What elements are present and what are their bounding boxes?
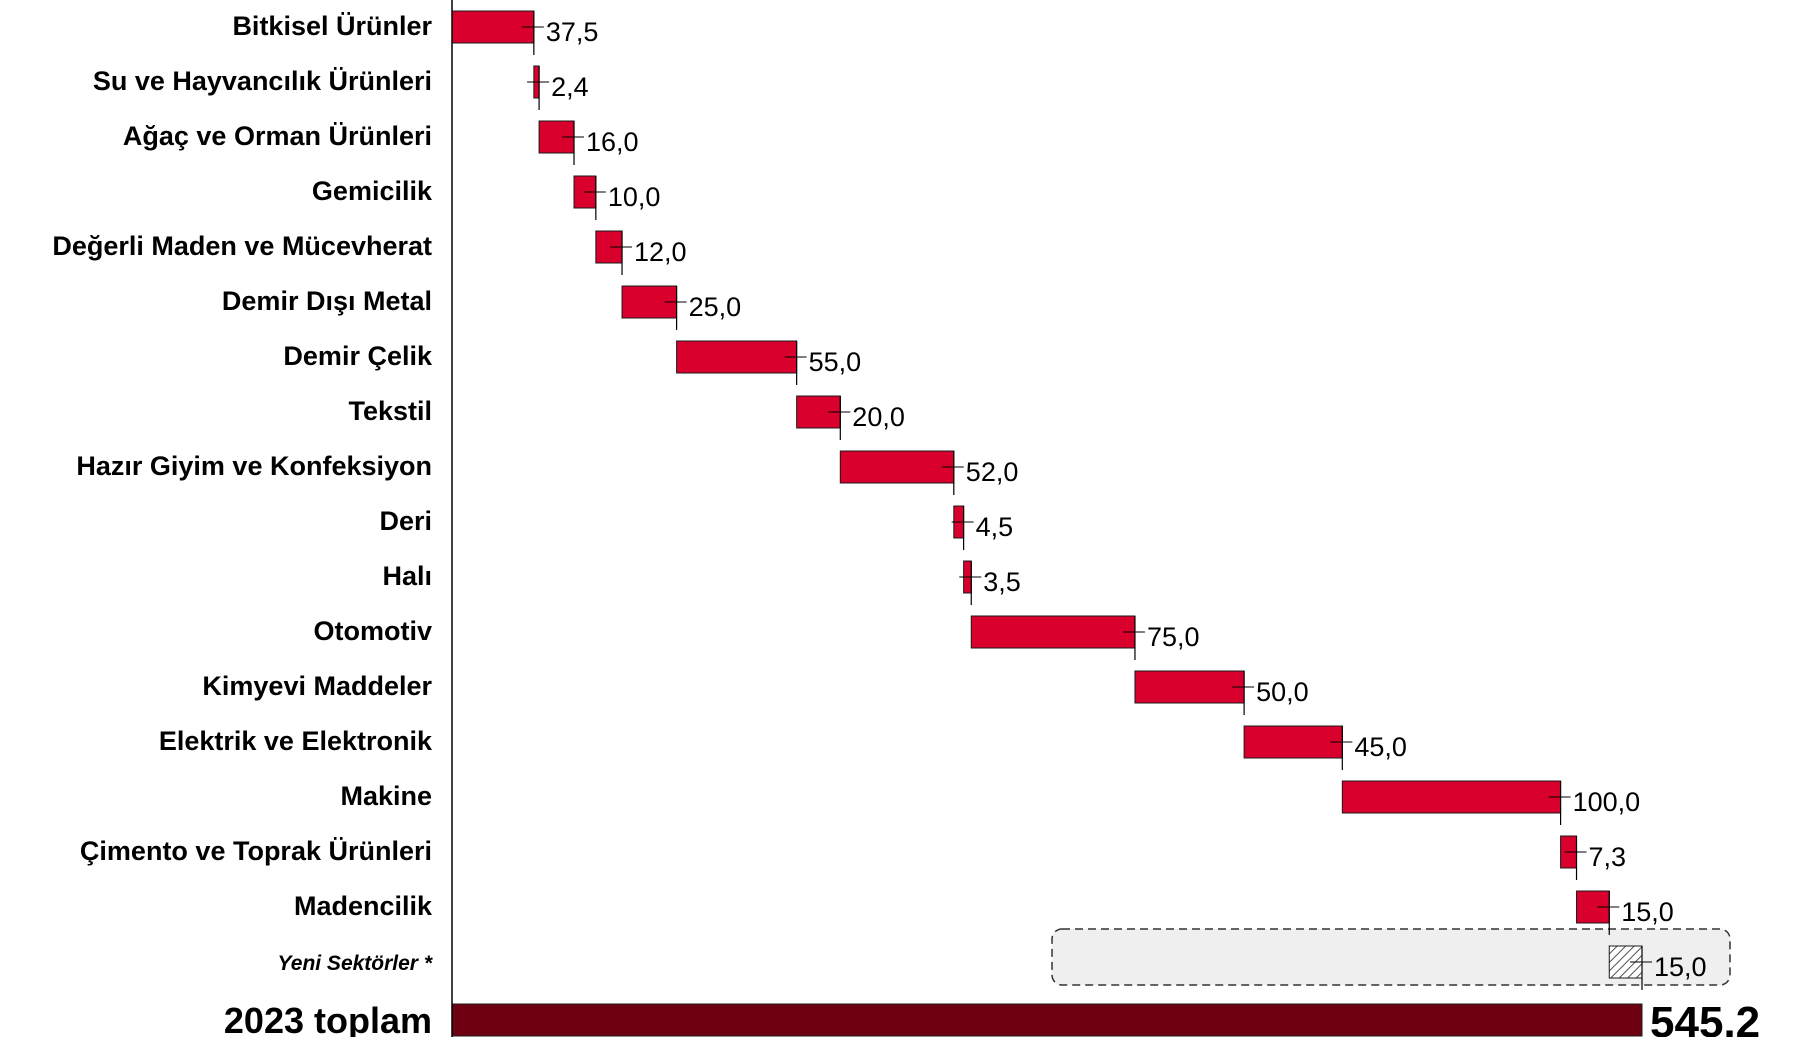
value-label-yeni-sektorler: 15,0 <box>1654 952 1707 982</box>
value-label-degerli-maden-ve-mucevherat: 12,0 <box>634 237 687 267</box>
value-label-bitkisel-urunler: 37,5 <box>546 17 599 47</box>
category-label-cimento-ve-toprak-urunleri: Çimento ve Toprak Ürünleri <box>80 836 432 866</box>
new-sectors-box <box>1051 928 1731 986</box>
value-label-demir-celik: 55,0 <box>809 347 862 377</box>
category-label-makine: Makine <box>340 781 432 811</box>
category-label-hazir-giyim-ve-konfeksiyon: Hazır Giyim ve Konfeksiyon <box>76 451 432 481</box>
value-label-agac-ve-orman-urunleri: 16,0 <box>586 127 639 157</box>
value-label-su-ve-hayvancilik-urunleri: 2,4 <box>551 72 589 102</box>
value-label-gemicilik: 10,0 <box>608 182 661 212</box>
category-label-yeni-sektorler: Yeni Sektörler * <box>278 952 433 975</box>
category-label-demir-disi-metal: Demir Dışı Metal <box>222 286 432 316</box>
category-label-elektrik-ve-elektronik: Elektrik ve Elektronik <box>159 726 433 756</box>
value-label-deri: 4,5 <box>976 512 1014 542</box>
value-label-demir-disi-metal: 25,0 <box>689 292 742 322</box>
value-label-kimyevi-maddeler: 50,0 <box>1256 677 1309 707</box>
category-label-tekstil: Tekstil <box>348 396 432 426</box>
category-label-agac-ve-orman-urunleri: Ağaç ve Orman Ürünleri <box>123 121 432 151</box>
bars-group <box>451 10 1652 1037</box>
bar-otomotiv <box>970 615 1136 649</box>
value-label-elektrik-ve-elektronik: 45,0 <box>1354 732 1407 762</box>
bar-kimyevi-maddeler <box>1134 670 1245 704</box>
value-label-hali: 3,5 <box>983 567 1021 597</box>
category-label-deri: Deri <box>379 506 432 536</box>
category-label-demir-celik: Demir Çelik <box>283 341 433 371</box>
value-label-makine: 100,0 <box>1573 787 1641 817</box>
category-label-degerli-maden-ve-mucevherat: Değerli Maden ve Mücevherat <box>52 231 432 261</box>
value-label-hazir-giyim-ve-konfeksiyon: 52,0 <box>966 457 1019 487</box>
bar-makine <box>1341 780 1562 814</box>
bar-bitkisel-urunler <box>451 10 535 44</box>
category-label-madencilik: Madencilik <box>294 891 433 921</box>
category-label-hali: Halı <box>382 561 432 591</box>
total-bar <box>451 1003 1643 1037</box>
value-label-cimento-ve-toprak-urunleri: 7,3 <box>1589 842 1627 872</box>
value-label-otomotiv: 75,0 <box>1147 622 1200 652</box>
bar-hazir-giyim-ve-konfeksiyon <box>839 450 955 484</box>
total-value-label: 545,2 <box>1650 998 1760 1037</box>
labels-group: Bitkisel Ürünler 37,5 Su ve Hayvancılık Ür… <box>52 11 1760 1037</box>
category-label-su-ve-hayvancilik-urunleri: Su ve Hayvancılık Ürünleri <box>93 66 432 96</box>
total-label: 2023 toplam <box>224 1000 432 1037</box>
category-label-otomotiv: Otomotiv <box>314 616 433 646</box>
bar-demir-celik <box>676 340 798 374</box>
value-label-madencilik: 15,0 <box>1621 897 1674 927</box>
bar-elektrik-ve-elektronik <box>1243 725 1343 759</box>
category-label-bitkisel-urunler: Bitkisel Ürünler <box>232 11 432 41</box>
value-label-tekstil: 20,0 <box>852 402 905 432</box>
category-label-gemicilik: Gemicilik <box>312 176 433 206</box>
category-label-kimyevi-maddeler: Kimyevi Maddeler <box>202 671 432 701</box>
